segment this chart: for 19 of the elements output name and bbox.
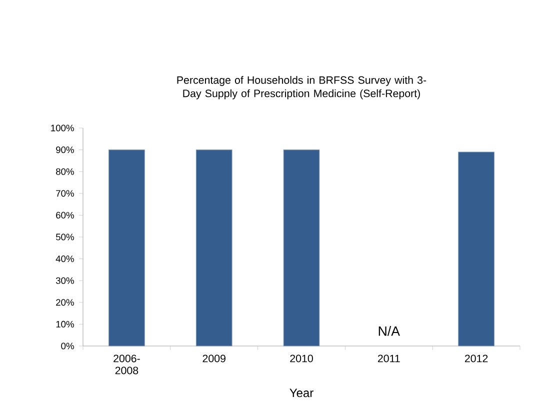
y-tick-label: 90% bbox=[56, 146, 74, 154]
x-tick-label: 2010 bbox=[290, 354, 313, 362]
y-tick-label: 80% bbox=[56, 168, 74, 175]
y-tick-label: 0% bbox=[61, 342, 74, 350]
y-tick-label: 70% bbox=[56, 190, 74, 197]
y-tick-label: 20% bbox=[56, 299, 74, 306]
x-tick-label: 2006-2008 bbox=[114, 354, 140, 374]
y-tick-label: 10% bbox=[56, 320, 74, 328]
x-axis-title: Year bbox=[290, 388, 314, 398]
x-tick-label: 2012 bbox=[464, 354, 488, 362]
y-tick-label: 60% bbox=[56, 212, 74, 218]
y-tick-label: 100% bbox=[51, 124, 74, 132]
chart-title: Percentage of Households in BRFSS Survey with 3-Day Supply of Prescription Medicine (Self-Report) bbox=[177, 76, 426, 100]
y-tick-label: 40% bbox=[56, 256, 74, 262]
x-tick-label: 2009 bbox=[202, 354, 226, 362]
y-tick-label: 30% bbox=[56, 277, 74, 284]
annotation: N/A bbox=[378, 326, 400, 336]
x-tick-label: 2011 bbox=[378, 354, 400, 362]
y-tick-label: 50% bbox=[56, 234, 74, 240]
